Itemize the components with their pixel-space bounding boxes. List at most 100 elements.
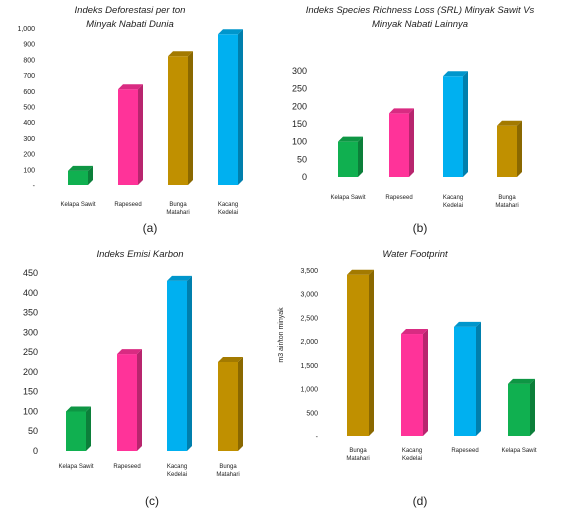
category-label: Kacang [443,195,463,201]
y-tick-label: 250 [23,347,38,357]
bar-side [187,275,192,451]
bar-top [66,406,91,412]
bar-top [338,136,363,142]
bar-side [517,120,522,177]
bar-top [401,329,428,335]
y-tick-label: 50 [28,426,38,436]
bar-front [443,76,463,177]
chart-title: Indeks Deforestasi per ton [75,5,186,16]
category-label: Matahari [216,472,239,478]
bar [454,321,481,436]
y-tick-label: 0 [33,446,38,456]
bar-top [347,269,374,275]
y-tick-label: 700 [23,73,35,80]
y-tick-label: 150 [23,387,38,397]
y-tick-label: 3,000 [300,292,318,299]
y-tick-label: 600 [23,89,35,96]
chart-panel-b: Indeks Species Richness Loss (SRL) Minya… [292,5,535,235]
bar-top [117,349,142,355]
bar-side [138,84,143,185]
y-tick-label: - [33,183,36,190]
y-tick-label: 800 [23,57,35,64]
y-tick-label: 200 [292,101,307,111]
bar-side [137,349,142,451]
category-label: Kacang [167,464,187,470]
chart-panel-c: Indeks Emisi Karbon 0 50 100 150 200 250 300 350… [23,249,243,508]
y-tick-label: 900 [23,42,35,49]
bar-top [497,120,522,126]
chart-title: Indeks Species Richness Loss (SRL) Minya… [306,5,535,16]
bar-side [530,378,535,436]
y-tick-label: 1,000 [300,387,318,394]
y-tick-label: 100 [292,137,307,147]
bar-front [68,170,88,185]
y-tick-label: 300 [23,136,35,143]
bar-top [508,378,535,384]
bar-side [423,329,428,436]
bar-side [88,165,93,185]
bar-front [168,56,188,186]
bar [508,378,535,436]
chart-panel-d: Water Footprint - 500 1,000 1,500 2,000 2,500 3… [278,249,537,508]
bar [338,136,363,177]
category-label: Rapeseed [385,195,412,201]
y-tick-label: 50 [297,154,307,164]
y-tick-label: 3,500 [300,268,318,275]
y-tick-label: 150 [292,119,307,129]
bar [218,29,243,186]
category-label: Kelapa Sawit [58,464,93,470]
y-tick-label: 300 [292,66,307,76]
category-label: Bunga [169,202,187,208]
bar [443,71,468,177]
bar-front [117,354,137,451]
chart-title: Minyak Nabati Lainnya [372,19,468,30]
category-label: Bunga [219,464,237,470]
bar-front [338,141,358,177]
bar-front [118,89,138,185]
bar-top [218,29,243,35]
y-tick-label: 350 [23,308,38,318]
category-label: Kelapa Sawit [60,202,95,208]
category-label: Bunga [349,448,367,454]
category-label: Kedelai [443,203,463,209]
bar-front [347,274,369,436]
category-label: Matahari [495,203,518,209]
bar-front [389,113,409,177]
chart-title: Water Footprint [382,249,448,260]
bar-front [218,362,238,451]
bar-front [508,383,530,436]
y-tick-label: 100 [23,406,38,416]
bar-front [401,334,423,436]
bar-side [369,269,374,436]
y-tick-label: - [316,434,319,441]
bar [66,406,91,451]
panel-label: (c) [145,494,159,508]
bar-front [167,280,187,451]
category-label: Kacang [218,202,238,208]
y-tick-label: 1,000 [17,26,35,33]
bar [347,269,374,436]
bar-side [86,406,91,451]
chart-title: Indeks Emisi Karbon [96,249,183,260]
bar [497,120,522,177]
bar-side [409,108,414,177]
bar-front [454,326,476,436]
bar-top [454,321,481,327]
panel-label: (a) [143,221,158,235]
y-tick-label: 500 [23,105,35,112]
bar [117,349,142,451]
category-label: Rapeseed [114,202,141,208]
y-tick-label: 300 [23,327,38,337]
y-tick-label: 250 [292,84,307,94]
category-label: Kacang [402,448,422,454]
y-tick-label: 2,000 [300,339,318,346]
y-tick-label: 450 [23,268,38,278]
bar [167,275,192,451]
y-tick-label: 400 [23,288,38,298]
category-label: Kedelai [402,456,422,462]
category-label: Bunga [498,195,516,201]
y-tick-label: 100 [23,167,35,174]
category-label: Kelapa Sawit [501,448,536,454]
bar [218,357,243,451]
bar-front [66,411,86,451]
